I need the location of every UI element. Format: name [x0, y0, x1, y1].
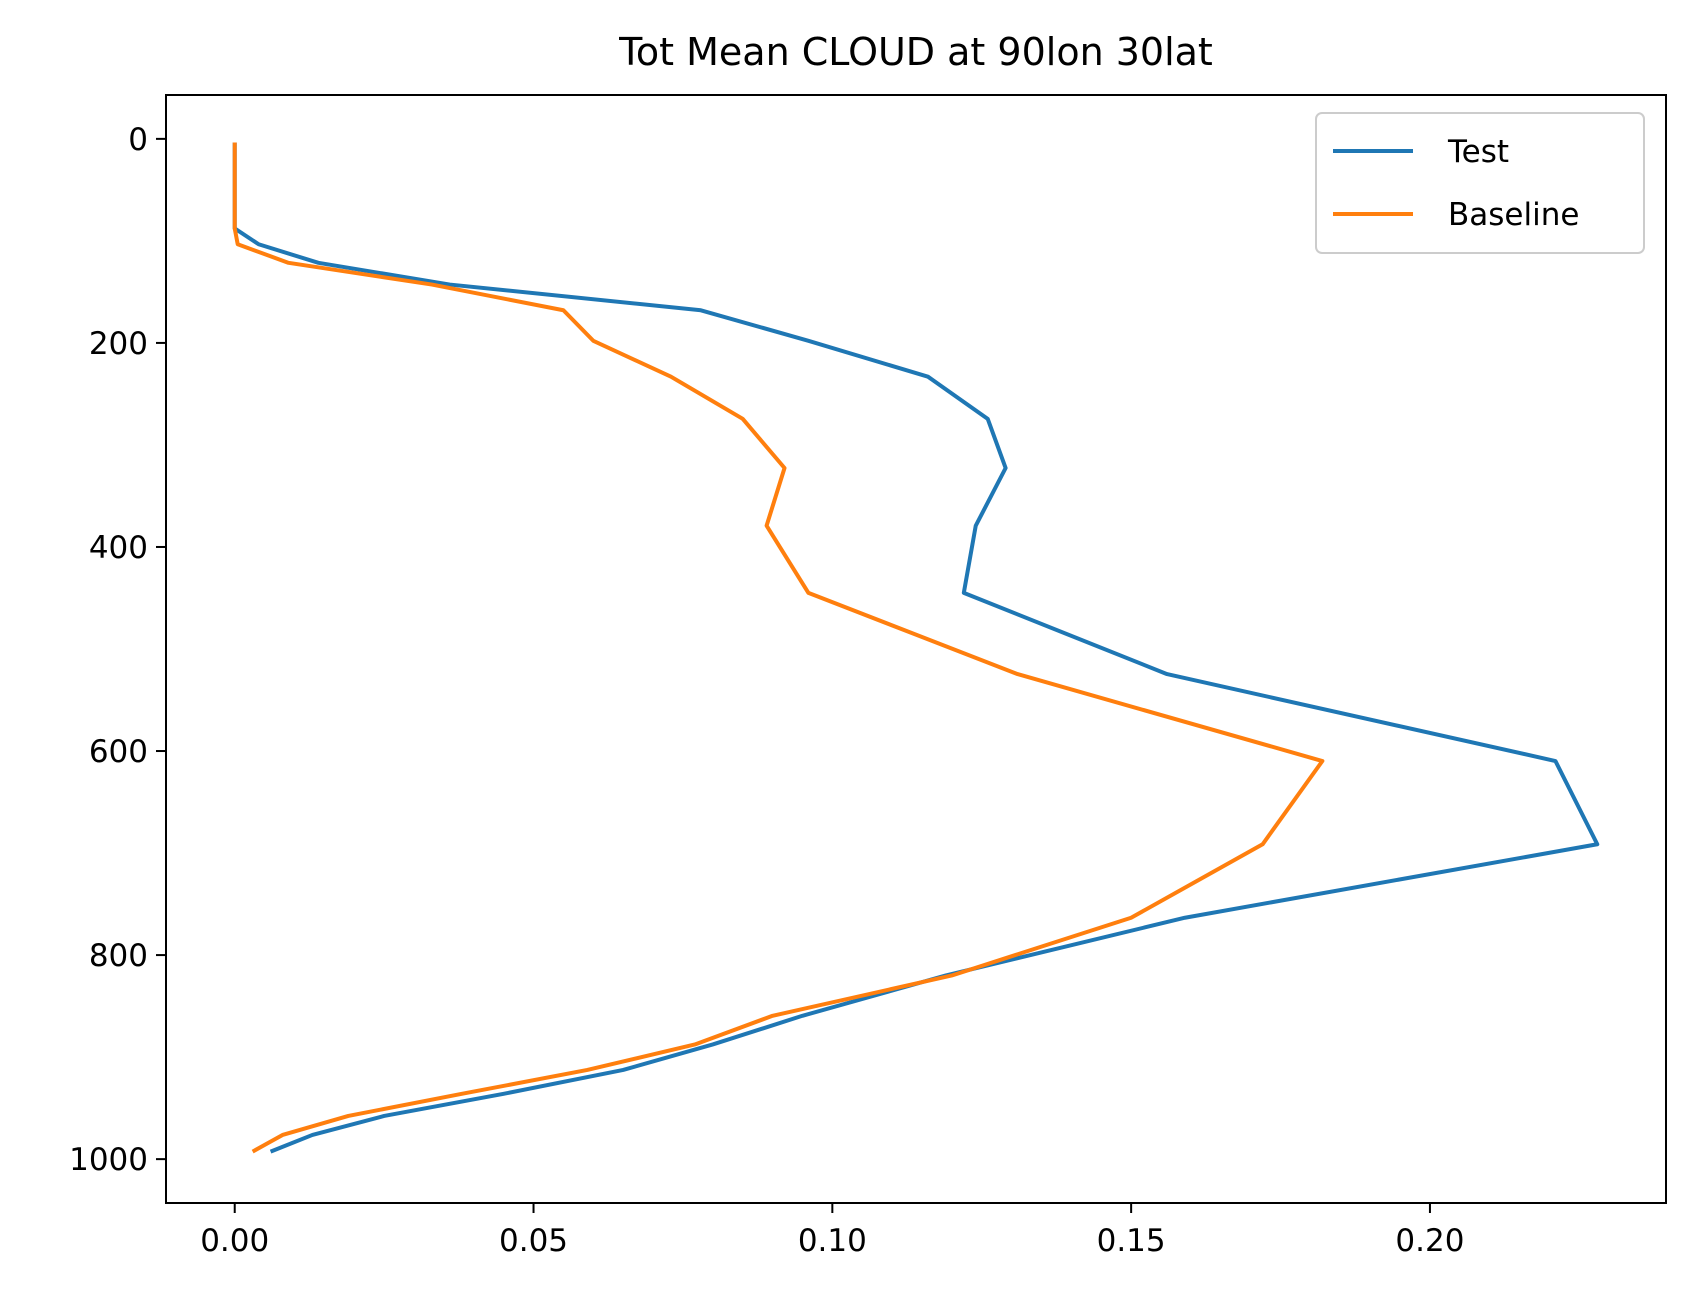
x-tick-label: 0.05 — [499, 1223, 568, 1259]
y-tick-label: 600 — [89, 734, 148, 770]
x-tick-label: 0.10 — [798, 1223, 867, 1259]
x-tick-label: 0.00 — [200, 1223, 269, 1259]
y-tick-label: 800 — [89, 938, 148, 974]
series-line-baseline — [232, 142, 1325, 1154]
y-tick-label: 400 — [89, 530, 148, 566]
y-axis: 0 200 400 600 800 1000 — [69, 122, 166, 1178]
y-tick-label: 1000 — [69, 1142, 148, 1178]
legend-baseline-label: Baseline — [1448, 197, 1579, 233]
y-tick-label: 0 — [128, 122, 148, 158]
legend-box — [1315, 112, 1645, 254]
x-tick-label: 0.15 — [1097, 1223, 1166, 1259]
chart-title: Tot Mean CLOUD at 90lon 30lat — [618, 30, 1213, 74]
x-axis: 0.00 0.05 0.10 0.15 0.20 — [200, 1203, 1464, 1259]
series-layer — [232, 142, 1600, 1154]
x-tick-label: 0.20 — [1395, 1223, 1464, 1259]
y-tick-label: 200 — [89, 326, 148, 362]
legend-test-label: Test — [1447, 134, 1509, 170]
legend: Test Baseline — [1315, 112, 1645, 254]
plot-frame — [165, 94, 1667, 1204]
